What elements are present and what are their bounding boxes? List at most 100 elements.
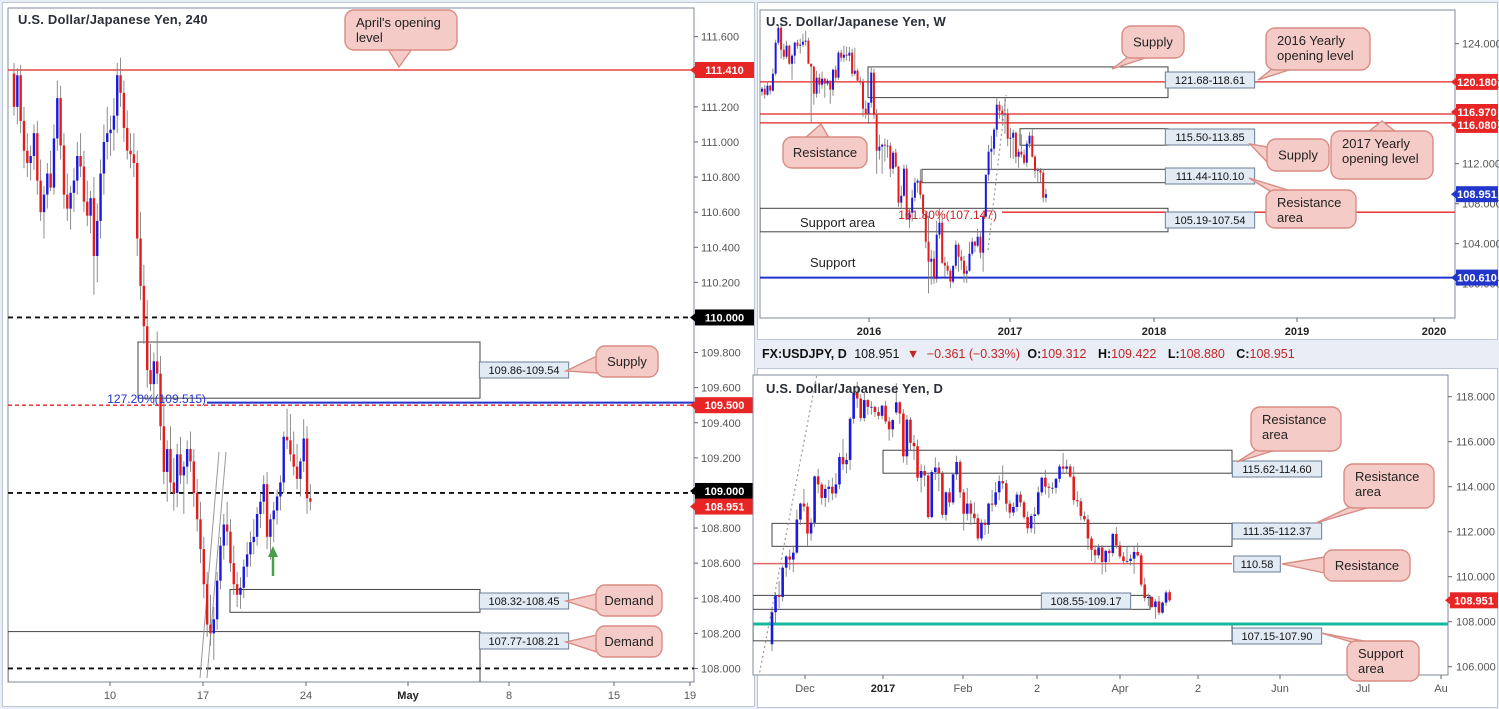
zone-range-label-box[interactable]	[1164, 71, 1256, 89]
zone-range-label-box[interactable]	[1231, 522, 1323, 540]
label-text: 10	[104, 690, 116, 702]
zone-box[interactable]	[753, 594, 1151, 610]
annotation-bubble[interactable]	[344, 9, 458, 51]
candle	[289, 440, 292, 455]
candle	[269, 519, 272, 537]
candle	[279, 482, 282, 497]
candle	[285, 436, 289, 441]
candle	[1125, 560, 1129, 562]
zone-range-label-box[interactable]	[1233, 555, 1281, 573]
candle	[930, 472, 934, 518]
candle	[189, 449, 192, 462]
zone-range-label-box[interactable]	[1164, 211, 1256, 229]
high-value: 109.422	[1111, 347, 1157, 361]
candle	[859, 398, 863, 419]
zone-box[interactable]	[8, 631, 481, 709]
candle	[976, 518, 980, 539]
zone-range-label-box[interactable]	[1231, 627, 1323, 645]
candle	[761, 88, 763, 92]
annotation-bubble[interactable]	[595, 584, 663, 617]
chart-W[interactable]: 161.80%(107.147) Support area Support 124.0…	[759, 9, 1499, 338]
candle	[864, 108, 867, 114]
annotation-bubble[interactable]	[595, 625, 663, 658]
annotation-bubble[interactable]	[1265, 189, 1357, 229]
candle	[1076, 500, 1079, 502]
candle	[202, 549, 206, 585]
label-text: 124.000	[1462, 39, 1499, 51]
candle	[924, 213, 927, 242]
annotation-bubble[interactable]	[595, 345, 659, 378]
annotation-bubble[interactable]	[1346, 640, 1420, 682]
candle	[309, 498, 312, 502]
annotation-bubble[interactable]	[1266, 138, 1330, 172]
annotation-bubble[interactable]	[782, 136, 868, 169]
candle	[990, 503, 994, 505]
label-text: Jul	[1356, 683, 1370, 695]
candle	[1022, 502, 1026, 518]
label-text: 109.000	[705, 486, 745, 498]
annotation-bubble[interactable]	[1121, 25, 1185, 59]
label-text: level	[356, 30, 383, 45]
label-text: 108.400	[701, 593, 741, 605]
label-text: 109.200	[701, 453, 741, 465]
annotation-bubble[interactable]	[1343, 463, 1435, 509]
candle	[1122, 556, 1125, 561]
candle	[884, 405, 887, 422]
zone-range-label-box[interactable]	[1231, 460, 1323, 478]
candle	[185, 449, 189, 467]
candle	[62, 145, 66, 195]
price-flag	[695, 309, 754, 326]
annotation-bubble[interactable]	[1265, 27, 1371, 71]
candle	[987, 151, 990, 175]
chart-D[interactable]: 118.000 116.000 114.000 112.000 110.000 108.0…	[752, 374, 1498, 702]
candle	[92, 198, 96, 257]
candle	[962, 492, 965, 514]
zone-range-label-box[interactable]	[1164, 128, 1256, 146]
zone-range-label-box[interactable]	[1164, 167, 1256, 185]
open-value: 109.312	[1041, 347, 1087, 361]
candle	[826, 80, 829, 84]
annotation-bubble[interactable]	[1250, 406, 1342, 452]
annotation-bubble[interactable]	[1323, 549, 1411, 582]
candle	[949, 270, 952, 282]
plot-area[interactable]	[753, 374, 1448, 702]
candle	[848, 52, 851, 56]
candle	[932, 258, 935, 279]
candle	[1040, 477, 1044, 493]
candle	[89, 198, 92, 216]
candle	[139, 238, 142, 286]
candle	[1042, 172, 1045, 198]
candle	[923, 470, 926, 476]
plot-area[interactable]: 161.80%(107.147) Support area Support	[760, 24, 1455, 294]
trend-line[interactable]	[987, 94, 1007, 251]
label-text: 112.000	[1462, 159, 1499, 171]
zone-range-label-box[interactable]	[1040, 592, 1132, 610]
label-text: 2017 Yearly	[1342, 136, 1410, 151]
candle	[946, 265, 949, 271]
label-text: 127.20%(109.515)	[107, 392, 206, 406]
candle	[935, 234, 938, 279]
label-text: 108.600	[701, 558, 741, 570]
label-text: 108.200	[701, 628, 741, 640]
candle	[112, 115, 116, 130]
price-flag	[1456, 73, 1498, 90]
price-flag	[1456, 104, 1498, 120]
candle	[816, 476, 820, 485]
chart-240[interactable]: 127.20%(109.515) 111.600 111.200 111.000 110…	[7, 7, 754, 709]
candle	[880, 405, 884, 416]
candle	[1154, 601, 1157, 608]
label-text: 111.35-112.37	[1243, 526, 1312, 538]
annotation-bubble[interactable]	[1330, 130, 1434, 180]
candle	[1017, 151, 1020, 157]
plot-area[interactable]: 127.20%(109.515)	[8, 57, 694, 709]
trend-line[interactable]	[754, 374, 818, 702]
trend-line[interactable]	[199, 451, 220, 679]
close-label: C:	[1236, 347, 1250, 361]
candle	[1104, 550, 1107, 563]
price-flag-arrow-icon	[1451, 120, 1456, 129]
symbol-label[interactable]: FX:USDJPY, D	[762, 347, 847, 361]
label-text: 115.62-114.60	[1242, 464, 1311, 476]
label-text: 107.77-108.21	[489, 636, 560, 648]
candle	[926, 475, 930, 518]
